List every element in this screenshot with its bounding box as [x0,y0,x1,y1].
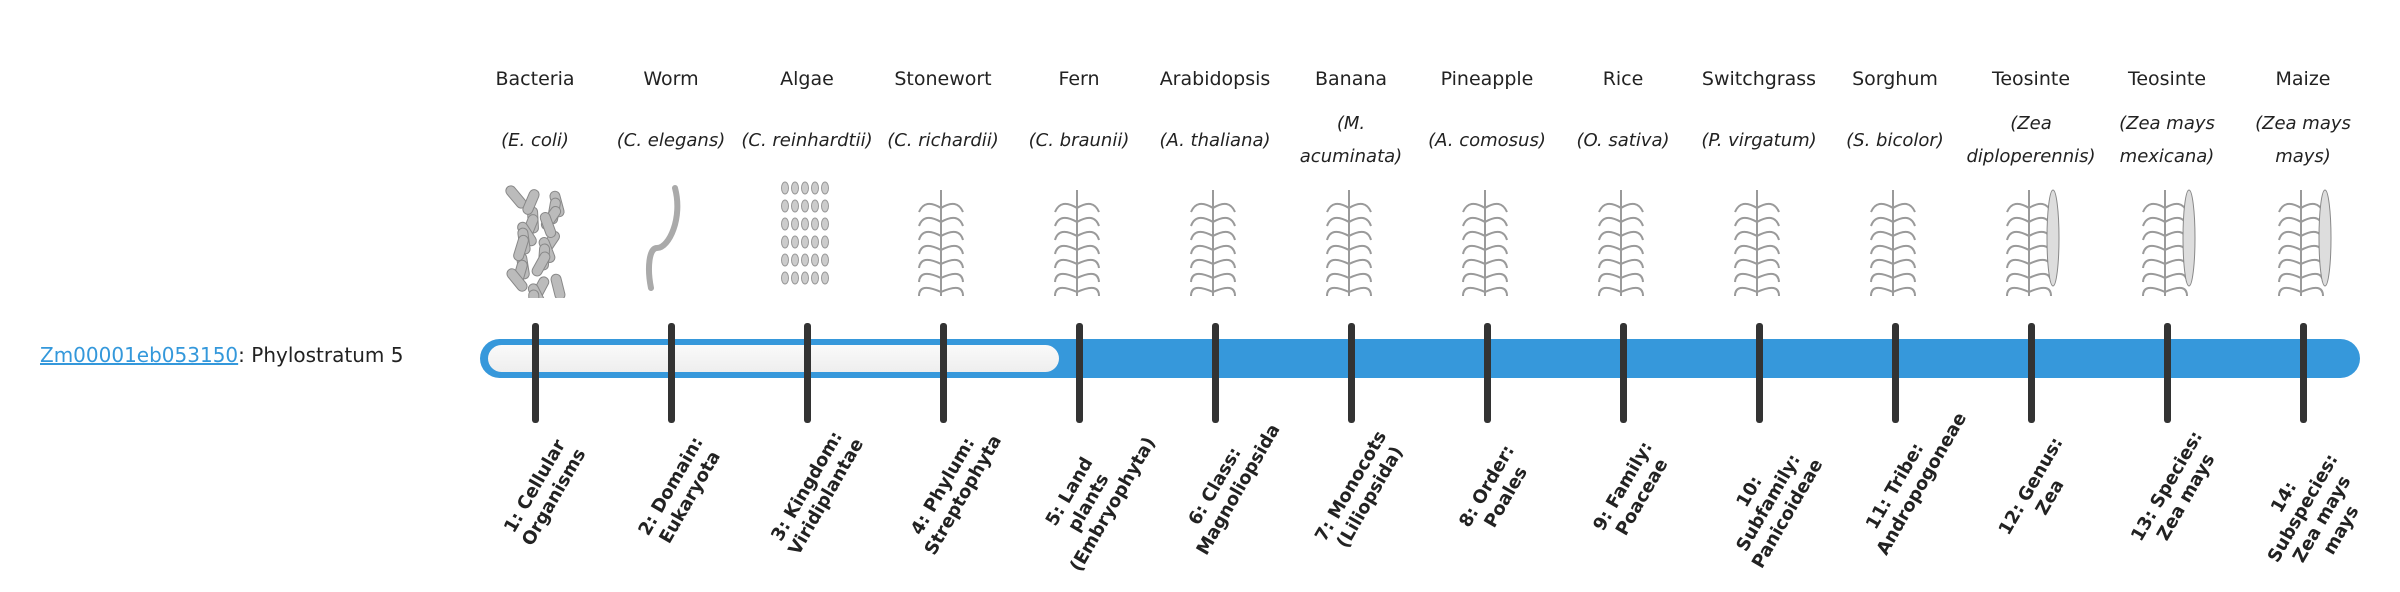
algae-icon [739,178,875,298]
switchgrass-icon [1691,178,1827,298]
stratum-tick [1348,323,1355,423]
pineapple-icon [1419,178,1555,298]
worm-icon [603,178,739,298]
stratum-label: 12: Genus: Zea [1994,433,2069,539]
stratum-label: 13: Species: Zea mays [2127,427,2220,545]
organism-name: Teosinte [1991,68,2071,90]
species-name: (O. sativa) [1576,129,1670,151]
organism-name: Arabidopsis [1159,68,1271,90]
stratum-tick [1620,323,1627,423]
organism-name: Maize [2275,68,2331,90]
sorghum-icon [1827,178,1963,298]
stratum-tick [532,323,539,423]
species-name: (A. thaliana) [1159,129,1271,151]
organism-name: Fern [1058,68,1100,90]
phylostratum-text: : Phylostratum 5 [238,343,404,367]
species-name: (Zea mays mexicana) [2119,113,2215,167]
organism-name: Pineapple [1440,68,1534,90]
bar-unfilled-region [488,345,1059,372]
stratum-tick [1484,323,1491,423]
stratum-tick [2164,323,2171,423]
stratum-label: 5: Land plants (Embryophyta) [1041,433,1160,576]
stratum-tick [2028,323,2035,423]
stratum-tick [1756,323,1763,423]
stratum-label: 8: Order: Poales [1455,441,1532,532]
rice-icon [1555,178,1691,298]
species-name: (Zea mays mays) [2255,113,2351,167]
species-name: (S. bicolor) [1846,129,1944,151]
species-name: (P. virgatum) [1701,129,1817,151]
species-name: (C. braunii) [1028,129,1130,151]
organism-name: Banana [1314,68,1388,90]
stratum-label: 2: Domain: Eukaryota [634,433,725,548]
stratum-label: 14: Subspecies: Zea mays mays [2263,450,2364,567]
organism-name: Rice [1602,68,1644,90]
organism-name: Sorghum [1852,68,1938,90]
organism-name: Stonewort [894,68,992,90]
stratum-label: 6: Class: Magnoliopsida [1184,420,1285,559]
species-name: (C. elegans) [616,129,726,151]
fern-icon [1011,178,1147,298]
organism-name: Worm [643,68,699,90]
organism-name: Switchgrass [1701,68,1817,90]
gene-label: Zm00001eb053150: Phylostratum 5 [40,343,403,367]
stratum-label: 4: Phylum: Streptophyta [906,431,1007,559]
stratum-tick [1076,323,1083,423]
stratum-label: 10: Subfamily: Panicoideae [1732,450,1828,573]
stratum-label: 3: Kingdom: Viridiplantae [767,427,869,559]
organism-name: Teosinte [2127,68,2207,90]
bacteria-icon [467,178,603,298]
maize-icon [2235,178,2371,298]
stonewort-icon [875,178,1011,298]
teosinte-icon [1963,178,2099,298]
stratum-tick [1212,323,1219,423]
banana-icon [1283,178,1419,298]
gene-link[interactable]: Zm00001eb053150 [40,343,239,367]
species-name: (E. coli) [501,129,569,151]
teosinte-icon [2099,178,2235,298]
species-name: (C. richardii) [887,129,999,151]
species-name: (C. reinhardtii) [741,129,873,151]
stratum-label: 7: Monocots (Liliopsida) [1310,427,1408,552]
stratum-tick [1892,323,1899,423]
stratum-label: 9: Family: Poaceae [1589,437,1673,540]
stratum-tick [668,323,675,423]
stratum-label: 1: Cellular Organisms [500,436,591,550]
stratum-tick [804,323,811,423]
organism-name: Algae [780,68,834,90]
species-name: (Zea diploperennis) [1966,113,2096,167]
arabidopsis-icon [1147,178,1283,298]
stratum-tick [2300,323,2307,423]
stratum-tick [940,323,947,423]
stratum-label: 11: Tribe: Andropogoneae [1861,409,1972,559]
species-name: (M. acuminata) [1299,113,1403,167]
phylostratum-bar [480,339,2360,378]
species-name: (A. comosus) [1428,129,1546,151]
organism-name: Bacteria [495,68,575,90]
